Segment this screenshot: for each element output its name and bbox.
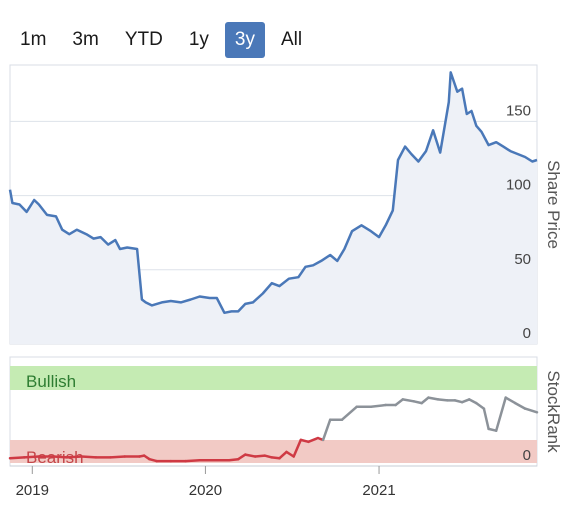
stockrank-line-segment <box>420 396 430 405</box>
stockrank-line-segment <box>236 453 247 461</box>
bearish-band <box>10 440 537 463</box>
x-tick-label: 2021 <box>362 482 395 499</box>
price-ytick-label: 50 <box>514 251 531 268</box>
stockrank-line-segment <box>285 450 295 458</box>
stockrank-line-segment <box>401 398 415 403</box>
range-selector: 1m 3m YTD 1y 3y All <box>10 22 318 58</box>
stockrank-line-segment <box>436 398 449 402</box>
stockrank-line-segment <box>22 455 41 459</box>
stockrank-line-segment <box>523 407 539 414</box>
bullish-band <box>10 366 537 390</box>
stockrank-line-segment <box>270 456 281 460</box>
stockrank-line-segment <box>109 455 127 459</box>
stockrank-line-segment <box>475 401 486 410</box>
stockrank-line-segment <box>412 400 423 405</box>
stockrank-line-segment <box>467 398 478 405</box>
range-1m-button[interactable]: 1m <box>10 22 56 58</box>
stockrank-line-segment <box>394 398 405 407</box>
stockrank-line-segment <box>504 396 517 405</box>
stockrank-line-segment <box>494 396 507 432</box>
range-all-button[interactable]: All <box>271 22 312 58</box>
stockrank-line-segment <box>184 458 201 463</box>
stockrank-line-segment <box>244 453 257 458</box>
stockrank-line-segment <box>52 455 69 459</box>
stockrank-line-segment <box>227 457 240 462</box>
stockrank-line-segment <box>292 438 303 458</box>
stockrank-line-segment <box>460 398 471 404</box>
rank-ytick-label: 0 <box>523 447 531 464</box>
price-ytick-label: 100 <box>506 177 531 194</box>
price-ytick-label: 0 <box>523 325 531 342</box>
price-ytick-label: 150 <box>506 102 531 119</box>
stockrank-line-segment <box>369 403 387 409</box>
stockrank-line-segment <box>278 450 288 460</box>
stockrank-line-segment <box>513 401 527 410</box>
range-1y-button[interactable]: 1y <box>179 22 219 58</box>
range-ytd-button[interactable]: YTD <box>115 22 173 58</box>
range-3y-button[interactable]: 3y <box>224 22 265 58</box>
price-axis-title: Share Price <box>544 160 563 249</box>
price-area <box>10 72 537 345</box>
bullish-label: Bullish <box>26 372 76 391</box>
stockrank-line-segment <box>340 405 358 421</box>
stockrank-line-segment <box>299 438 310 444</box>
stockrank-line-segment <box>482 407 490 431</box>
range-3m-button[interactable]: 3m <box>62 22 108 58</box>
stockrank-line-segment <box>80 455 98 459</box>
stockrank-line-segment <box>487 427 498 432</box>
stockrank-line-segment <box>427 396 440 401</box>
rank-axis-title: StockRank <box>544 370 563 453</box>
stockrank-line-segment <box>65 455 83 459</box>
stockrank-line-segment <box>253 454 266 458</box>
x-tick-label: 2019 <box>16 482 49 499</box>
stockrank-line-segment <box>8 456 26 460</box>
stockrank-line-segment <box>307 436 320 444</box>
stockrank-line-segment <box>321 418 332 442</box>
price-line <box>8 71 538 315</box>
x-tick-label: 2020 <box>189 482 222 499</box>
